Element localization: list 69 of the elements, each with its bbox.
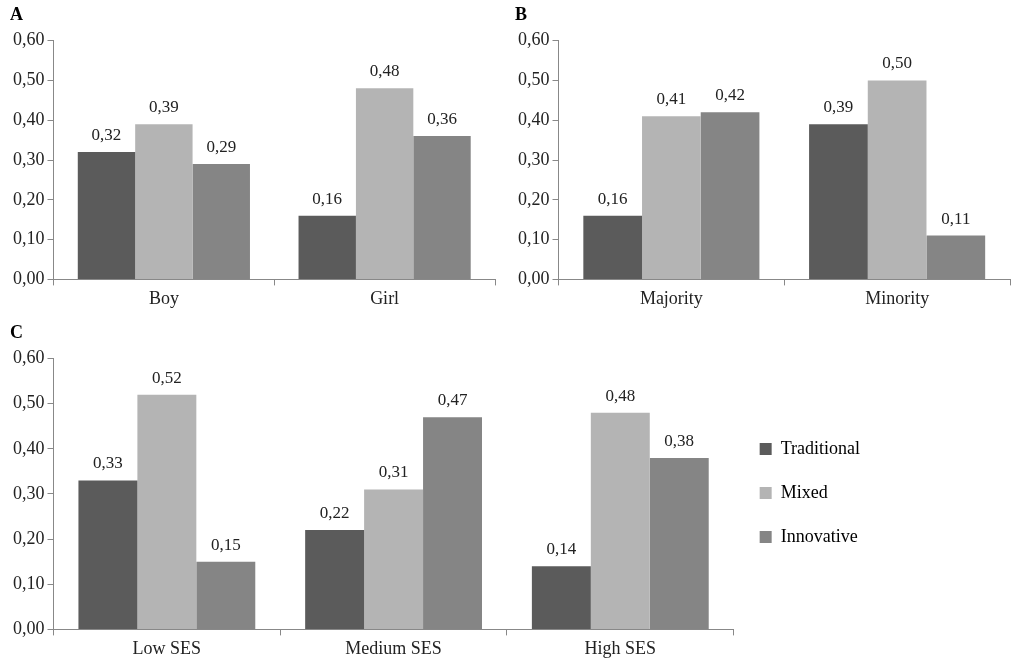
y-tick-label: 0,50	[518, 69, 550, 90]
x-tick-label: Low SES	[132, 637, 202, 658]
data-label: 0,14	[546, 539, 577, 559]
data-label: 0,36	[427, 109, 457, 129]
legend-label: Mixed	[780, 481, 828, 502]
bar	[355, 88, 414, 279]
data-label: 0,39	[823, 97, 854, 117]
data-label: 0,16	[312, 188, 343, 208]
x-tick-label: Boy	[148, 287, 179, 308]
data-label: 0,29	[206, 136, 237, 156]
chart-title: C	[10, 322, 23, 343]
x-tick-label: Minority	[865, 287, 930, 308]
y-tick-label: 0,30	[13, 148, 45, 169]
x-tick-label: High SES	[584, 637, 657, 658]
y-tick-label: 0,40	[518, 108, 550, 129]
y-tick-label: 0,10	[518, 228, 550, 249]
bar	[642, 116, 701, 279]
data-label: 0,52	[151, 367, 182, 387]
data-label: 0,31	[378, 462, 409, 482]
legend-label: Innovative	[780, 525, 858, 546]
data-label: 0,22	[319, 503, 350, 523]
data-label: 0,15	[210, 534, 241, 554]
y-tick-label: 0,00	[518, 268, 550, 289]
y-tick-label: 0,30	[13, 482, 45, 503]
y-tick-label: 0,50	[13, 69, 45, 90]
y-tick-label: 0,20	[13, 188, 45, 209]
x-tick-label: Girl	[370, 287, 400, 308]
data-label: 0,39	[149, 97, 179, 117]
bar	[590, 412, 650, 629]
y-tick-label: 0,60	[518, 29, 550, 50]
bar	[531, 566, 591, 629]
data-label: 0,33	[93, 453, 123, 473]
y-tick-label: 0,00	[13, 618, 45, 639]
data-label: 0,48	[369, 61, 400, 81]
bar	[809, 124, 868, 279]
y-tick-label: 0,60	[13, 347, 45, 368]
chart-title: A	[10, 4, 23, 25]
data-label: 0,11	[941, 208, 971, 228]
y-tick-label: 0,20	[518, 188, 550, 209]
bar	[77, 152, 136, 279]
y-tick-label: 0,00	[13, 268, 45, 289]
data-label: 0,32	[91, 125, 122, 145]
y-tick-label: 0,10	[13, 228, 45, 249]
data-label: 0,48	[605, 385, 636, 405]
data-label: 0,16	[597, 188, 628, 208]
data-label: 0,38	[664, 430, 695, 450]
y-tick-label: 0,40	[13, 108, 45, 129]
x-tick-label: Medium SES	[345, 637, 442, 658]
data-label: 0,50	[882, 53, 912, 73]
bar	[78, 480, 138, 629]
data-label: 0,41	[656, 89, 687, 109]
bar	[137, 394, 197, 629]
y-tick-label: 0,60	[13, 29, 45, 50]
y-tick-label: 0,30	[518, 148, 550, 169]
y-tick-label: 0,40	[13, 437, 45, 458]
data-label: 0,42	[715, 85, 745, 105]
legend-label: Traditional	[780, 437, 860, 458]
bar	[583, 215, 643, 279]
bar	[867, 80, 927, 279]
bar	[298, 215, 356, 279]
y-tick-label: 0,50	[13, 392, 45, 413]
bar	[364, 489, 424, 629]
bar	[305, 530, 365, 629]
y-tick-label: 0,10	[13, 573, 45, 593]
data-label: 0,47	[437, 390, 468, 410]
y-tick-label: 0,20	[13, 527, 45, 548]
chart-title: B	[515, 4, 528, 25]
x-tick-label: Majority	[639, 287, 703, 308]
bar	[135, 124, 193, 279]
